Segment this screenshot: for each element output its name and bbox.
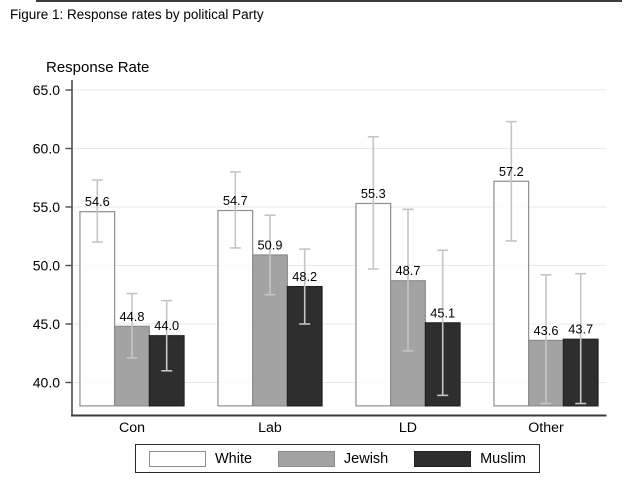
value-label: 44.8 <box>120 309 145 324</box>
value-label: 44.0 <box>154 318 179 333</box>
x-category-label-ld: LD <box>399 420 417 436</box>
x-category-label-con: Con <box>119 420 145 436</box>
y-axis-title: Response Rate <box>46 59 150 76</box>
value-label: 54.6 <box>85 194 110 209</box>
y-tick-label: 45.0 <box>33 316 60 332</box>
value-label: 50.9 <box>258 237 283 252</box>
y-tick-label: 60.0 <box>33 141 60 157</box>
legend-swatch-jewish <box>277 450 335 467</box>
legend-item-jewish: Jewish <box>277 450 389 467</box>
legend: White Jewish Muslim <box>135 444 540 473</box>
value-label: 43.6 <box>534 323 559 338</box>
value-label: 48.7 <box>396 263 421 278</box>
legend-label-jewish: Jewish <box>343 450 389 467</box>
y-tick-label: 40.0 <box>33 375 60 391</box>
window-top-edge <box>36 0 622 2</box>
y-tick-label: 50.0 <box>33 258 60 274</box>
y-tick-label: 65.0 <box>33 82 60 98</box>
legend-swatch-white <box>149 450 206 467</box>
legend-item-muslim: Muslim <box>414 450 526 467</box>
x-category-label-other: Other <box>528 420 564 436</box>
value-label: 54.7 <box>223 193 248 208</box>
y-tick-label: 55.0 <box>33 199 60 215</box>
value-label: 57.2 <box>499 164 524 179</box>
value-label: 48.2 <box>292 269 317 284</box>
legend-item-white: White <box>149 450 253 467</box>
value-label: 45.1 <box>430 305 455 320</box>
legend-swatch-muslim <box>414 450 472 467</box>
x-category-label-lab: Lab <box>258 420 282 436</box>
figure-title: Figure 1: Response rates by political Pa… <box>10 7 264 22</box>
legend-label-white: White <box>215 450 253 467</box>
legend-label-muslim: Muslim <box>480 450 526 467</box>
value-label: 55.3 <box>361 186 386 201</box>
value-label: 43.7 <box>568 322 593 337</box>
